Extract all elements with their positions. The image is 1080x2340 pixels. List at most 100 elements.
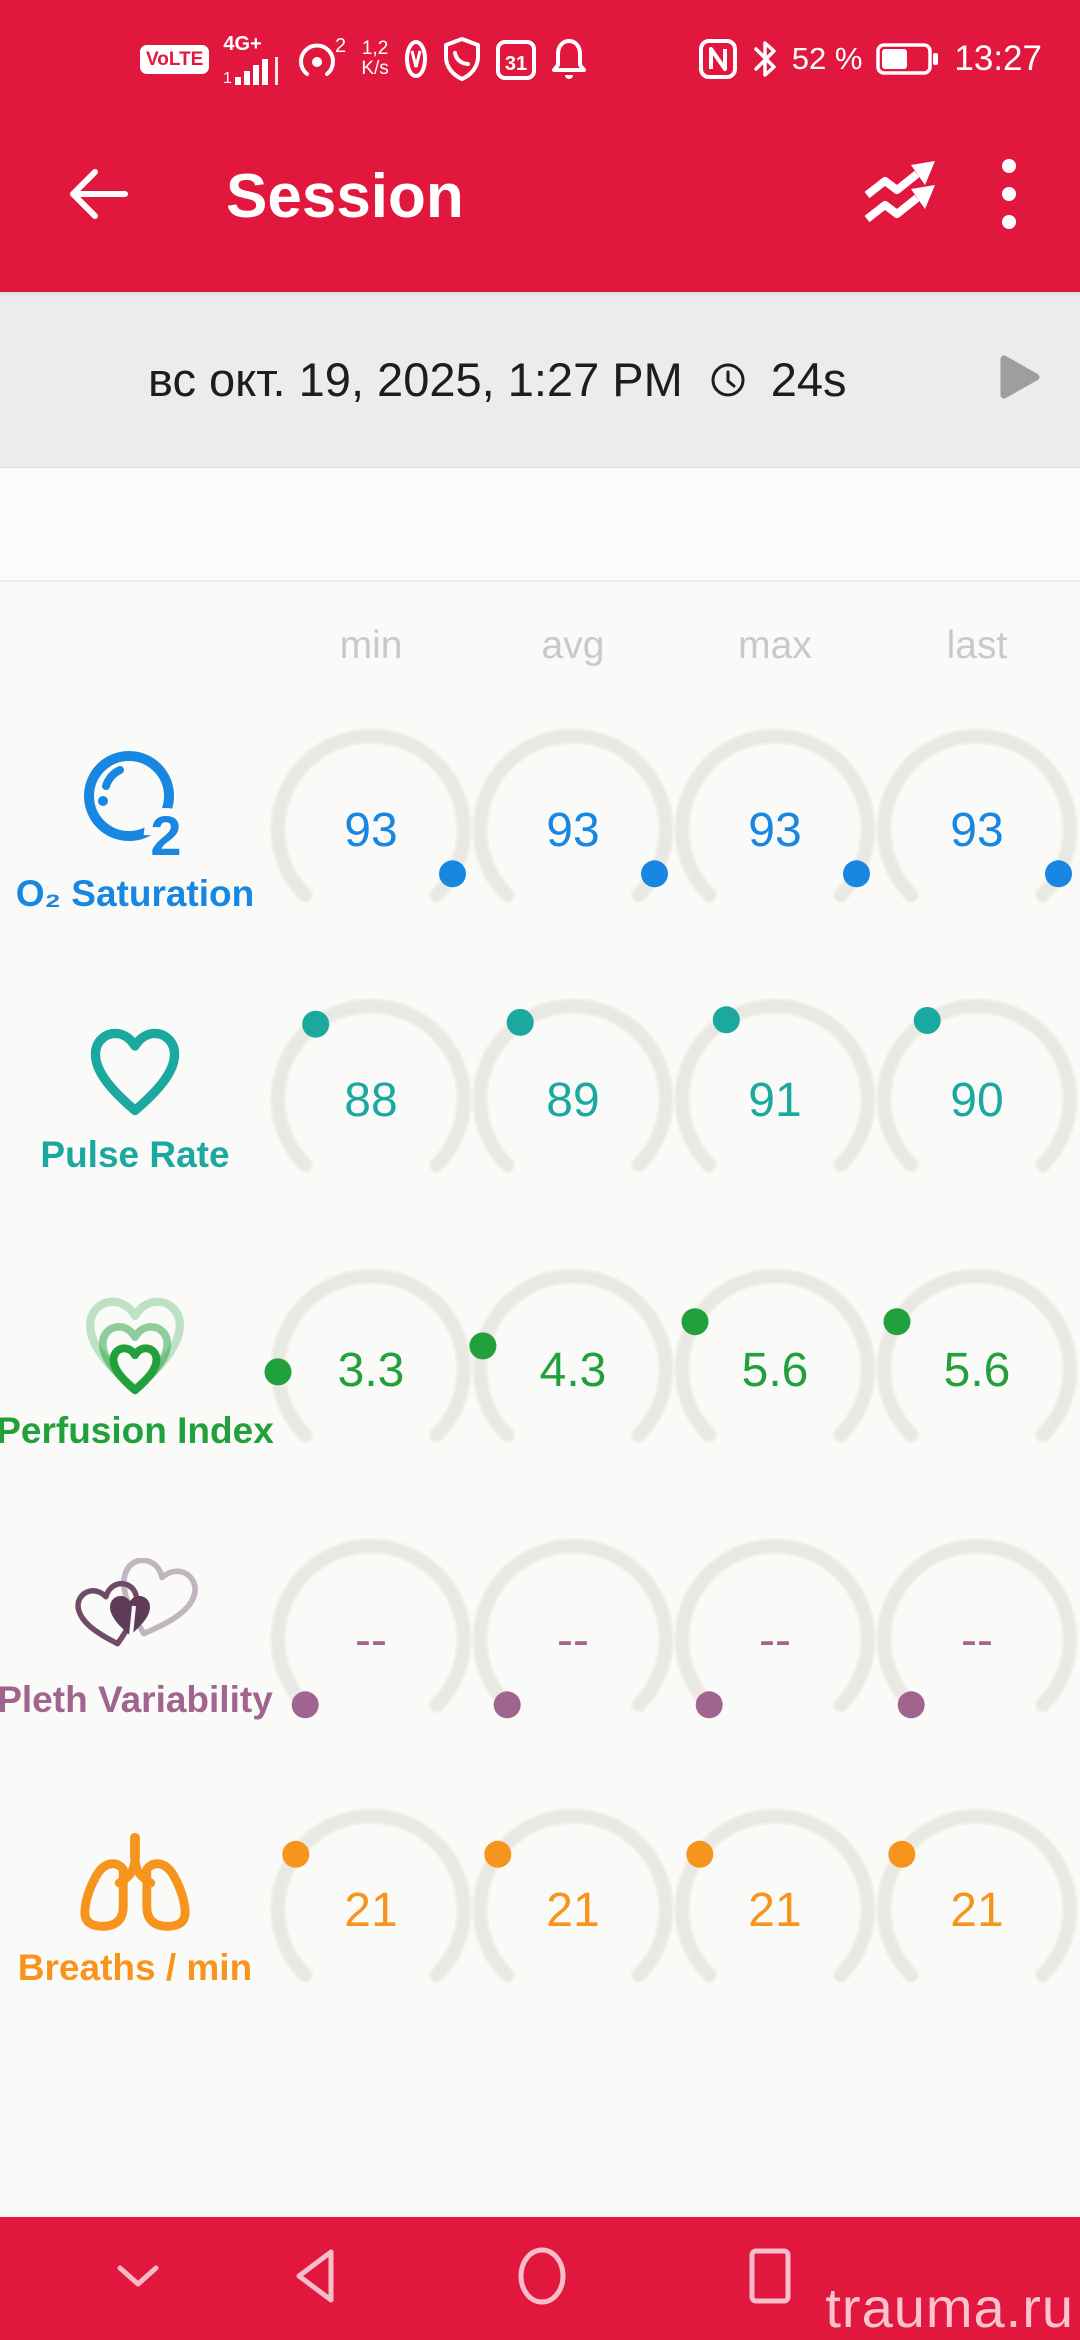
gauge-pulse-avg: 89 <box>472 998 674 1173</box>
column-header-min: min <box>339 624 403 667</box>
gauge-value: -- <box>759 1614 791 1667</box>
nav-home-circle-icon <box>514 2243 570 2314</box>
gauge-dot <box>264 1358 292 1386</box>
lungs-icon <box>76 1830 194 1941</box>
gauge-cell-perfusion-last: 5.6 <box>876 1234 1078 1504</box>
gauge-cell-breaths-max: 21 <box>674 1774 876 2044</box>
nav-recents-square-icon <box>747 2246 793 2311</box>
duration-clock-icon <box>709 361 747 399</box>
play-session-button[interactable] <box>990 350 1050 410</box>
metric-row-pulse: Pulse Rate 88 89 91 90 <box>0 964 1080 1234</box>
metric-rows: 2 O₂ Saturation 93 93 93 93 Pulse Rate 8… <box>0 694 1080 2044</box>
heart-icon <box>83 1023 187 1128</box>
speed-unit: K/s <box>361 58 389 79</box>
page-title: Session <box>226 161 464 231</box>
status-left: VoLTE 4G+ 1 2 <box>140 34 587 85</box>
call-protect-shield-icon <box>443 37 481 81</box>
three-dot-menu-icon <box>1001 156 1017 237</box>
network-type-label: 4G+ <box>223 32 262 55</box>
notification-bell-icon <box>551 37 587 81</box>
metric-label: Pulse Rate <box>40 1133 230 1175</box>
gauge-o2-min: 93 <box>270 728 472 903</box>
nav-recents-button[interactable] <box>710 2217 830 2340</box>
overflow-menu-button[interactable] <box>974 151 1044 241</box>
metric-label: O₂ Saturation <box>15 872 255 914</box>
gauge-dot <box>843 860 870 888</box>
nav-back-triangle-icon <box>291 2246 339 2311</box>
gauge-value: 3.3 <box>338 1344 405 1397</box>
gauge-cell-o2-min: 93 <box>270 694 472 964</box>
gauge-dot <box>883 1308 911 1336</box>
o2-bubble-icon: 2 <box>75 744 195 875</box>
gauge-dot <box>282 1840 310 1868</box>
gauge-dot <box>897 1691 925 1719</box>
android-nav-bar: trauma.ru <box>0 2217 1080 2340</box>
nav-home-button[interactable] <box>482 2217 602 2340</box>
back-arrow-icon <box>65 164 131 229</box>
overlapping-hearts-icon <box>72 1556 198 1673</box>
gauge-cell-pleth-last: -- <box>876 1504 1078 1774</box>
gauge-dot <box>302 1010 330 1038</box>
gauge-pulse-max: 91 <box>674 998 876 1173</box>
gauge-value: -- <box>961 1614 993 1667</box>
gauge-cell-o2-max: 93 <box>674 694 876 964</box>
gauge-dot <box>506 1008 534 1036</box>
trends-button[interactable] <box>856 151 946 241</box>
nav-back-button[interactable] <box>255 2217 375 2340</box>
column-header-avg: avg <box>541 624 605 667</box>
metric-row-perfusion: Perfusion Index 3.3 4.3 5.6 5.6 <box>0 1234 1080 1504</box>
gauge-cell-pleth-min: -- <box>270 1504 472 1774</box>
gauge-cell-perfusion-avg: 4.3 <box>469 1234 674 1504</box>
back-button[interactable] <box>58 156 138 236</box>
gauge-value: 4.3 <box>540 1344 607 1397</box>
signal-bars-icon: 1 <box>223 55 281 85</box>
gauge-cell-pulse-last: 90 <box>876 964 1078 1234</box>
gauge-perfusion-avg: 4.3 <box>469 1268 674 1443</box>
signal-indicator: 4G+ 1 <box>223 34 281 85</box>
gauge-cell-o2-last: 93 <box>876 694 1078 964</box>
gauge-perfusion-min: 3.3 <box>264 1268 472 1443</box>
gauge-breaths-max: 21 <box>674 1808 876 1983</box>
gauge-dot <box>712 1006 740 1034</box>
gauge-perfusion-last: 5.6 <box>876 1268 1078 1443</box>
session-header-bar[interactable]: вс окт. 19, 2025, 1:27 PM 24s <box>0 292 1080 468</box>
bluetooth-icon <box>752 37 778 81</box>
nested-hearts-icon <box>76 1287 194 1404</box>
gauge-cell-pulse-max: 91 <box>674 964 876 1234</box>
metric-label-cell-pleth: Pleth Variability <box>0 1504 273 1774</box>
gauge-value: 89 <box>546 1074 599 1127</box>
gauge-dot <box>888 1840 916 1868</box>
metrics-panel: min avg max last 2 O₂ Saturation 93 93 93 9… <box>0 584 1080 2217</box>
metric-label-cell-breaths: Breaths / min <box>0 1774 270 2044</box>
gauge-dot <box>913 1007 941 1034</box>
gauge-value: 93 <box>344 804 397 857</box>
gauge-cell-pleth-avg: -- <box>472 1504 674 1774</box>
chevron-down-icon <box>114 2263 162 2294</box>
gauge-dot <box>493 1691 521 1719</box>
gauge-value: 5.6 <box>742 1344 809 1397</box>
gauge-cell-pulse-avg: 89 <box>472 964 674 1234</box>
column-header-last: last <box>946 624 1008 667</box>
gauge-cell-breaths-last: 21 <box>876 1774 1078 2044</box>
svg-text:2: 2 <box>335 36 346 57</box>
status-bar: VoLTE 4G+ 1 2 <box>0 0 1080 100</box>
gauge-cell-pulse-min: 88 <box>270 964 472 1234</box>
metric-label: Breaths / min <box>17 1946 253 1988</box>
hide-navbar-button[interactable] <box>78 2217 198 2340</box>
section-gap <box>0 468 1080 582</box>
gauge-cell-o2-avg: 93 <box>472 694 674 964</box>
gauge-breaths-avg: 21 <box>472 1808 674 1983</box>
session-datetime: вс окт. 19, 2025, 1:27 PM <box>148 353 683 406</box>
clock-time: 13:27 <box>954 39 1042 78</box>
gauge-dot <box>686 1840 714 1868</box>
status-right: 52 % 13:27 <box>698 37 1042 81</box>
play-icon <box>998 353 1042 406</box>
nfc-icon <box>698 37 738 81</box>
battery-icon <box>876 42 940 76</box>
gauge-value: -- <box>557 1614 589 1667</box>
gauge-dot <box>291 1691 319 1719</box>
gauge-o2-last: 93 <box>876 728 1078 903</box>
gauge-value: 91 <box>748 1074 801 1127</box>
gauge-pleth-min: -- <box>270 1538 472 1719</box>
